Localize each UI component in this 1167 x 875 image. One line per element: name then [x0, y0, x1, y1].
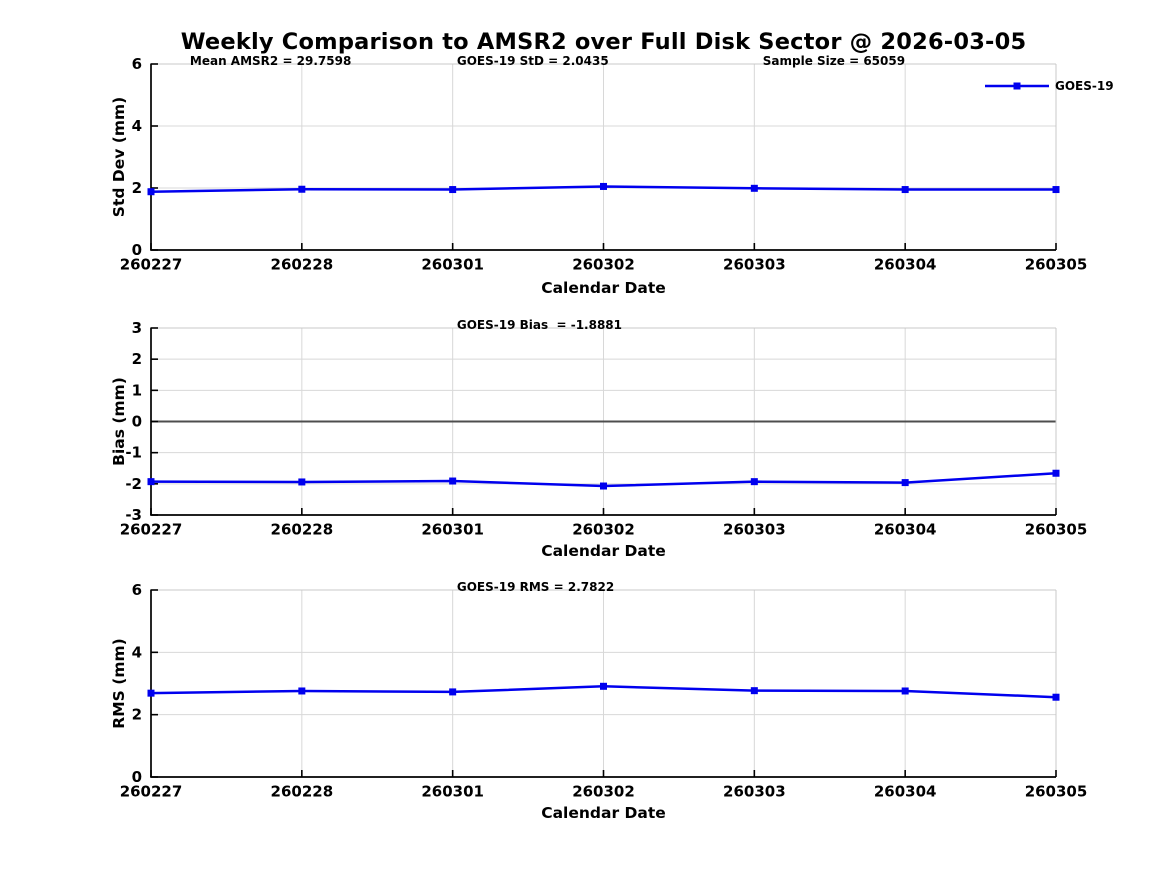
x-tick-label: 260301 [421, 521, 484, 539]
x-tick-label: 260304 [874, 521, 937, 539]
bias-marker [147, 478, 155, 486]
y-tick-label: -3 [125, 506, 142, 524]
rms-marker [1052, 693, 1060, 701]
x-tick-label: 260304 [874, 783, 937, 801]
x-tick-label: 260228 [271, 783, 334, 801]
y-tick-label: 0 [132, 768, 142, 786]
x-tick-label: 260305 [1025, 783, 1088, 801]
y-axis-label: RMS (mm) [110, 638, 128, 728]
x-tick-label: 260302 [572, 783, 635, 801]
x-tick-label: 260301 [421, 256, 484, 274]
y-axis-label: Bias (mm) [110, 377, 128, 466]
y-axis-label: Std Dev (mm) [110, 97, 128, 217]
y-tick-label: 1 [132, 381, 142, 399]
x-tick-label: 260302 [572, 521, 635, 539]
std-dev-marker [449, 186, 457, 194]
y-tick-label: 2 [132, 350, 142, 368]
x-tick-label: 260302 [572, 256, 635, 274]
y-tick-label: 6 [132, 581, 142, 599]
x-tick-label: 260303 [723, 783, 786, 801]
y-tick-label: 6 [132, 55, 142, 73]
x-tick-label: 260301 [421, 783, 484, 801]
x-tick-label: 260228 [271, 521, 334, 539]
y-tick-label: 3 [132, 319, 142, 337]
y-tick-label: 4 [132, 117, 142, 135]
y-tick-label: 2 [132, 706, 142, 724]
x-tick-label: 260305 [1025, 256, 1088, 274]
bias-marker [298, 478, 306, 486]
x-tick-label: 260303 [723, 521, 786, 539]
x-tick-label: 260227 [120, 256, 183, 274]
subplot-bias: 260227 260228 260301 260302 260303 260304 2603… [110, 318, 1087, 560]
std-dev-marker [298, 185, 306, 193]
rms-marker [147, 689, 155, 697]
std-dev-marker [901, 186, 909, 194]
x-tick-label: 260304 [874, 256, 937, 274]
x-axis-label: Calendar Date [541, 804, 666, 822]
bias-marker [1052, 469, 1060, 477]
annotation-std-dev: Mean AMSR2 = 29.7598 [190, 54, 351, 68]
annotation-rms: GOES-19 RMS = 2.7822 [457, 580, 614, 594]
rms-marker [449, 688, 457, 696]
legend: GOES-19 [985, 79, 1114, 93]
x-tick-label: 260303 [723, 256, 786, 274]
y-tick-label: -1 [125, 444, 142, 462]
x-tick-label: 260228 [271, 256, 334, 274]
chart-title: Weekly Comparison to AMSR2 over Full Dis… [180, 29, 1027, 55]
y-tick-label: 4 [132, 643, 142, 661]
y-tick-label: 2 [132, 179, 142, 197]
x-tick-label: 260227 [120, 521, 183, 539]
bias-marker [600, 482, 607, 490]
bias-marker [449, 477, 457, 485]
annotation-std-dev: Sample Size = 65059 [763, 54, 905, 68]
annotation-std-dev: GOES-19 StD = 2.0435 [457, 54, 609, 68]
rms-marker [750, 687, 758, 695]
bias-marker [901, 479, 909, 487]
y-tick-label: -2 [125, 475, 142, 493]
std-dev-marker [1052, 186, 1060, 194]
x-axis-label: Calendar Date [541, 279, 666, 297]
subplot-std-dev: 260227 260228 260301 260302 260303 260304 2603… [110, 54, 1114, 297]
x-axis-label: Calendar Date [541, 542, 666, 560]
x-tick-label: 260305 [1025, 521, 1088, 539]
std-dev-marker [600, 182, 607, 190]
y-tick-label: 0 [132, 413, 142, 431]
x-tick-label: 260227 [120, 783, 183, 801]
std-dev-marker [147, 188, 155, 196]
annotation-bias: GOES-19 Bias = -1.8881 [457, 318, 622, 332]
rms-marker [298, 687, 306, 695]
rms-marker [600, 682, 607, 690]
subplot-rms: 260227 260228 260301 260302 260303 260304 2603… [110, 580, 1087, 822]
y-tick-label: 0 [132, 241, 142, 259]
rms-marker [901, 687, 909, 695]
bias-marker [750, 478, 758, 486]
legend-label: GOES-19 [1055, 79, 1114, 93]
legend-marker-sample [1013, 82, 1021, 90]
std-dev-marker [750, 184, 758, 192]
